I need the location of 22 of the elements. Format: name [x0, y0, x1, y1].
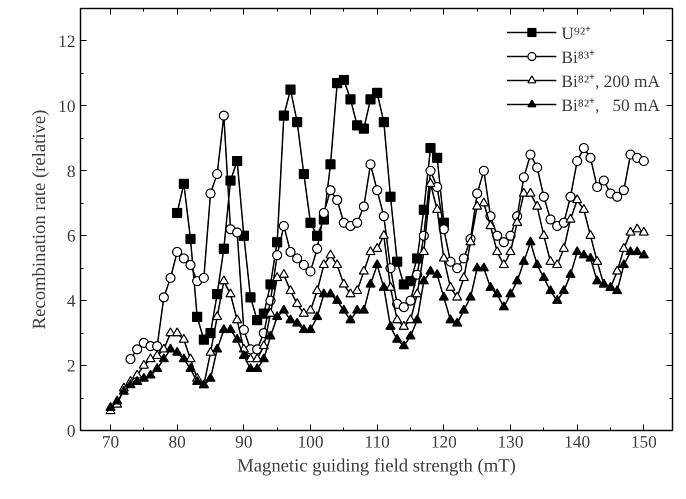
y-tick-label: 8 — [66, 162, 76, 181]
x-tick-label: 70 — [102, 432, 120, 452]
x-tick-label: 90 — [235, 432, 252, 452]
x-tick-label: 80 — [168, 432, 186, 452]
legend-label: Bi⁸³⁺ — [561, 47, 596, 68]
y-tick-label: 10 — [58, 96, 76, 116]
x-tick-label: 100 — [298, 432, 324, 452]
x-tick-label: 140 — [564, 432, 590, 452]
x-tick-label: 130 — [498, 432, 524, 452]
x-axis-title: Magnetic guiding field strength (mT) — [237, 456, 516, 476]
x-tick-label: 120 — [430, 432, 457, 452]
y-tick-label: 4 — [66, 292, 76, 311]
y-axis-title: Recombination rate (relative) — [29, 110, 50, 330]
x-tick-label: 110 — [364, 432, 390, 452]
legend-label: Bi⁸²⁺, 50 mA — [561, 95, 660, 116]
legend-label: Bi⁸²⁺, 200 mA — [561, 71, 660, 92]
legend-label: U⁹²⁺ — [561, 23, 592, 44]
y-tick-label: 6 — [66, 226, 76, 246]
y-tick-label: 0 — [66, 422, 76, 440]
y-tick-label: 2 — [66, 356, 76, 376]
y-tick-label: 12 — [58, 32, 76, 51]
x-tick-label: 150 — [630, 432, 657, 452]
